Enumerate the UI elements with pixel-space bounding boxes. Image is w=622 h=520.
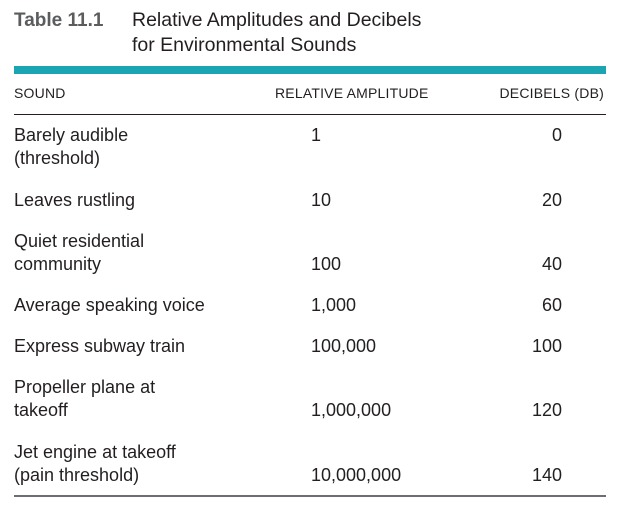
sound-cell: Jet engine at takeoff (pain threshold) <box>14 441 254 487</box>
caption-line-2: for Environmental Sounds <box>14 34 614 59</box>
sound-text: Express subway train <box>14 336 186 356</box>
sound-cell: Barely audible (threshold) <box>14 124 254 170</box>
decibels-cell: 20 <box>541 190 562 210</box>
column-header-sound: SOUND <box>14 85 66 101</box>
table-header: SOUND RELATIVE AMPLITUDE DECIBELS (DB) <box>14 85 606 103</box>
header-divider <box>14 114 606 115</box>
sound-text-continued: community <box>14 254 102 274</box>
decibels-cell: 100 <box>531 336 562 356</box>
table-number: Table 11.1 <box>14 10 104 31</box>
column-header-relative-amplitude: RELATIVE AMPLITUDE <box>275 85 429 101</box>
sound-text: Jet engine at takeoff <box>14 442 176 462</box>
bottom-rule <box>14 495 606 497</box>
sound-cell: Quiet residential community <box>14 230 254 276</box>
sound-cell: Express subway train <box>14 335 254 358</box>
decibels-cell: 40 <box>541 254 562 274</box>
amplitude-cell: 10 <box>311 190 332 210</box>
table-row: Express subway train 100,000 100 <box>14 335 606 358</box>
sound-cell: Average speaking voice <box>14 294 254 317</box>
table-row: Leaves rustling 10 20 <box>14 189 606 212</box>
table-row: Average speaking voice 1,000 60 <box>14 294 606 317</box>
column-header-decibels: DECIBELS (DB) <box>499 85 604 101</box>
decibels-cell: 120 <box>531 400 562 420</box>
decibels-cell: 0 <box>551 125 562 145</box>
caption-line-1: Table 11.1 Relative Amplitudes and Decib… <box>14 9 614 34</box>
sound-cell: Propeller plane at takeoff <box>14 376 254 422</box>
amplitude-cell: 1,000 <box>311 295 357 315</box>
amplitude-cell: 100 <box>311 254 342 274</box>
sound-text: Quiet residential <box>14 231 145 251</box>
table-title-line-2: for Environmental Sounds <box>132 34 357 56</box>
decibels-cell: 140 <box>531 465 562 485</box>
sound-text: Propeller plane at <box>14 377 156 397</box>
amplitude-cell: 1,000,000 <box>311 400 392 420</box>
table-row: Quiet residential community 100 40 <box>14 230 606 276</box>
table-row: Jet engine at takeoff (pain threshold) 1… <box>14 441 606 487</box>
amplitude-cell: 1 <box>311 125 322 145</box>
table-row: Barely audible (threshold) 1 0 <box>14 124 606 170</box>
amplitude-cell: 10,000,000 <box>311 465 402 485</box>
sound-text-continued: takeoff <box>14 400 68 420</box>
decibels-cell: 60 <box>541 295 562 315</box>
table-title-line-1: Relative Amplitudes and Decibels <box>132 9 422 31</box>
sound-text-continued: (pain threshold) <box>14 465 140 485</box>
accent-rule <box>14 66 606 74</box>
table-caption: Table 11.1 Relative Amplitudes and Decib… <box>14 9 614 59</box>
sound-text-continued: (threshold) <box>14 148 101 168</box>
sound-cell: Leaves rustling <box>14 189 254 212</box>
table-row: Propeller plane at takeoff 1,000,000 120 <box>14 376 606 422</box>
sound-text: Barely audible <box>14 125 129 145</box>
sound-text: Average speaking voice <box>14 295 205 315</box>
sound-text: Leaves rustling <box>14 190 136 210</box>
amplitude-cell: 100,000 <box>311 336 377 356</box>
